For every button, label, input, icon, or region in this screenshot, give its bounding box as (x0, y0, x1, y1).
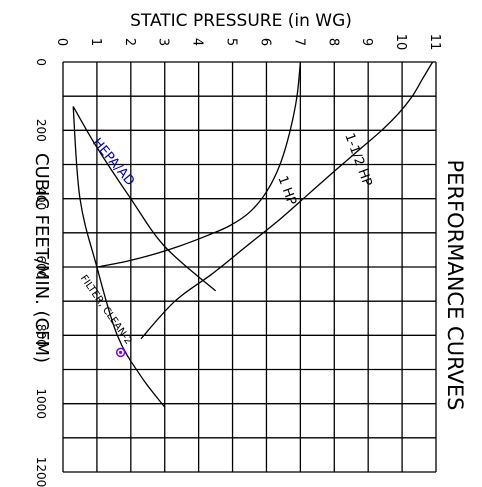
curve-label: 1-1/2 HP (341, 131, 374, 189)
y-tick-label: 600 (34, 256, 48, 279)
x-tick-label: 8 (325, 38, 340, 46)
y-tick-label: 400 (34, 187, 48, 210)
grid-lines (62, 61, 437, 473)
x-tick-label: 7 (291, 38, 306, 46)
x-tick-label: 10 (393, 34, 408, 51)
curves (72, 61, 434, 408)
x-tick-label: 3 (156, 38, 171, 46)
y-tick-label: 800 (34, 324, 48, 347)
y-tick-label: 200 (34, 119, 48, 142)
curve-1-hp (96, 61, 302, 268)
x-axis-label: STATIC PRESSURE (in WG) (130, 11, 352, 31)
y-tick-label: 0 (34, 58, 48, 66)
x-tick-label: 6 (257, 38, 272, 46)
chart-title: PERFORMANCE CURVES (443, 160, 467, 411)
y-axis-label: CUBIC FEET/MIN. (CFM) (31, 153, 52, 363)
curve-hepa-ad (72, 106, 217, 292)
y-tick-label: 1000 (34, 388, 48, 419)
curve-filter-clean-2 (72, 106, 166, 408)
x-tick-labels: 0 1 2 3 4 5 6 7 8 9 10 11 (54, 34, 442, 51)
x-tick-label: 4 (190, 38, 205, 46)
y-tick-labels: 0 200 400 600 800 1000 1200 (34, 58, 48, 487)
markers (115, 347, 126, 358)
x-tick-label: 1 (88, 38, 103, 46)
x-tick-label: 11 (427, 34, 442, 51)
y-tick-label: 1200 (34, 457, 48, 487)
x-tick-label: 2 (122, 38, 137, 46)
x-tick-label: 0 (54, 38, 69, 46)
curve-label: 1 HP (275, 174, 299, 207)
x-tick-label: 5 (224, 38, 239, 46)
x-tick-label: 9 (359, 38, 374, 46)
filter-marker-center (119, 350, 123, 355)
curve-1-1-2-hp (140, 61, 434, 340)
